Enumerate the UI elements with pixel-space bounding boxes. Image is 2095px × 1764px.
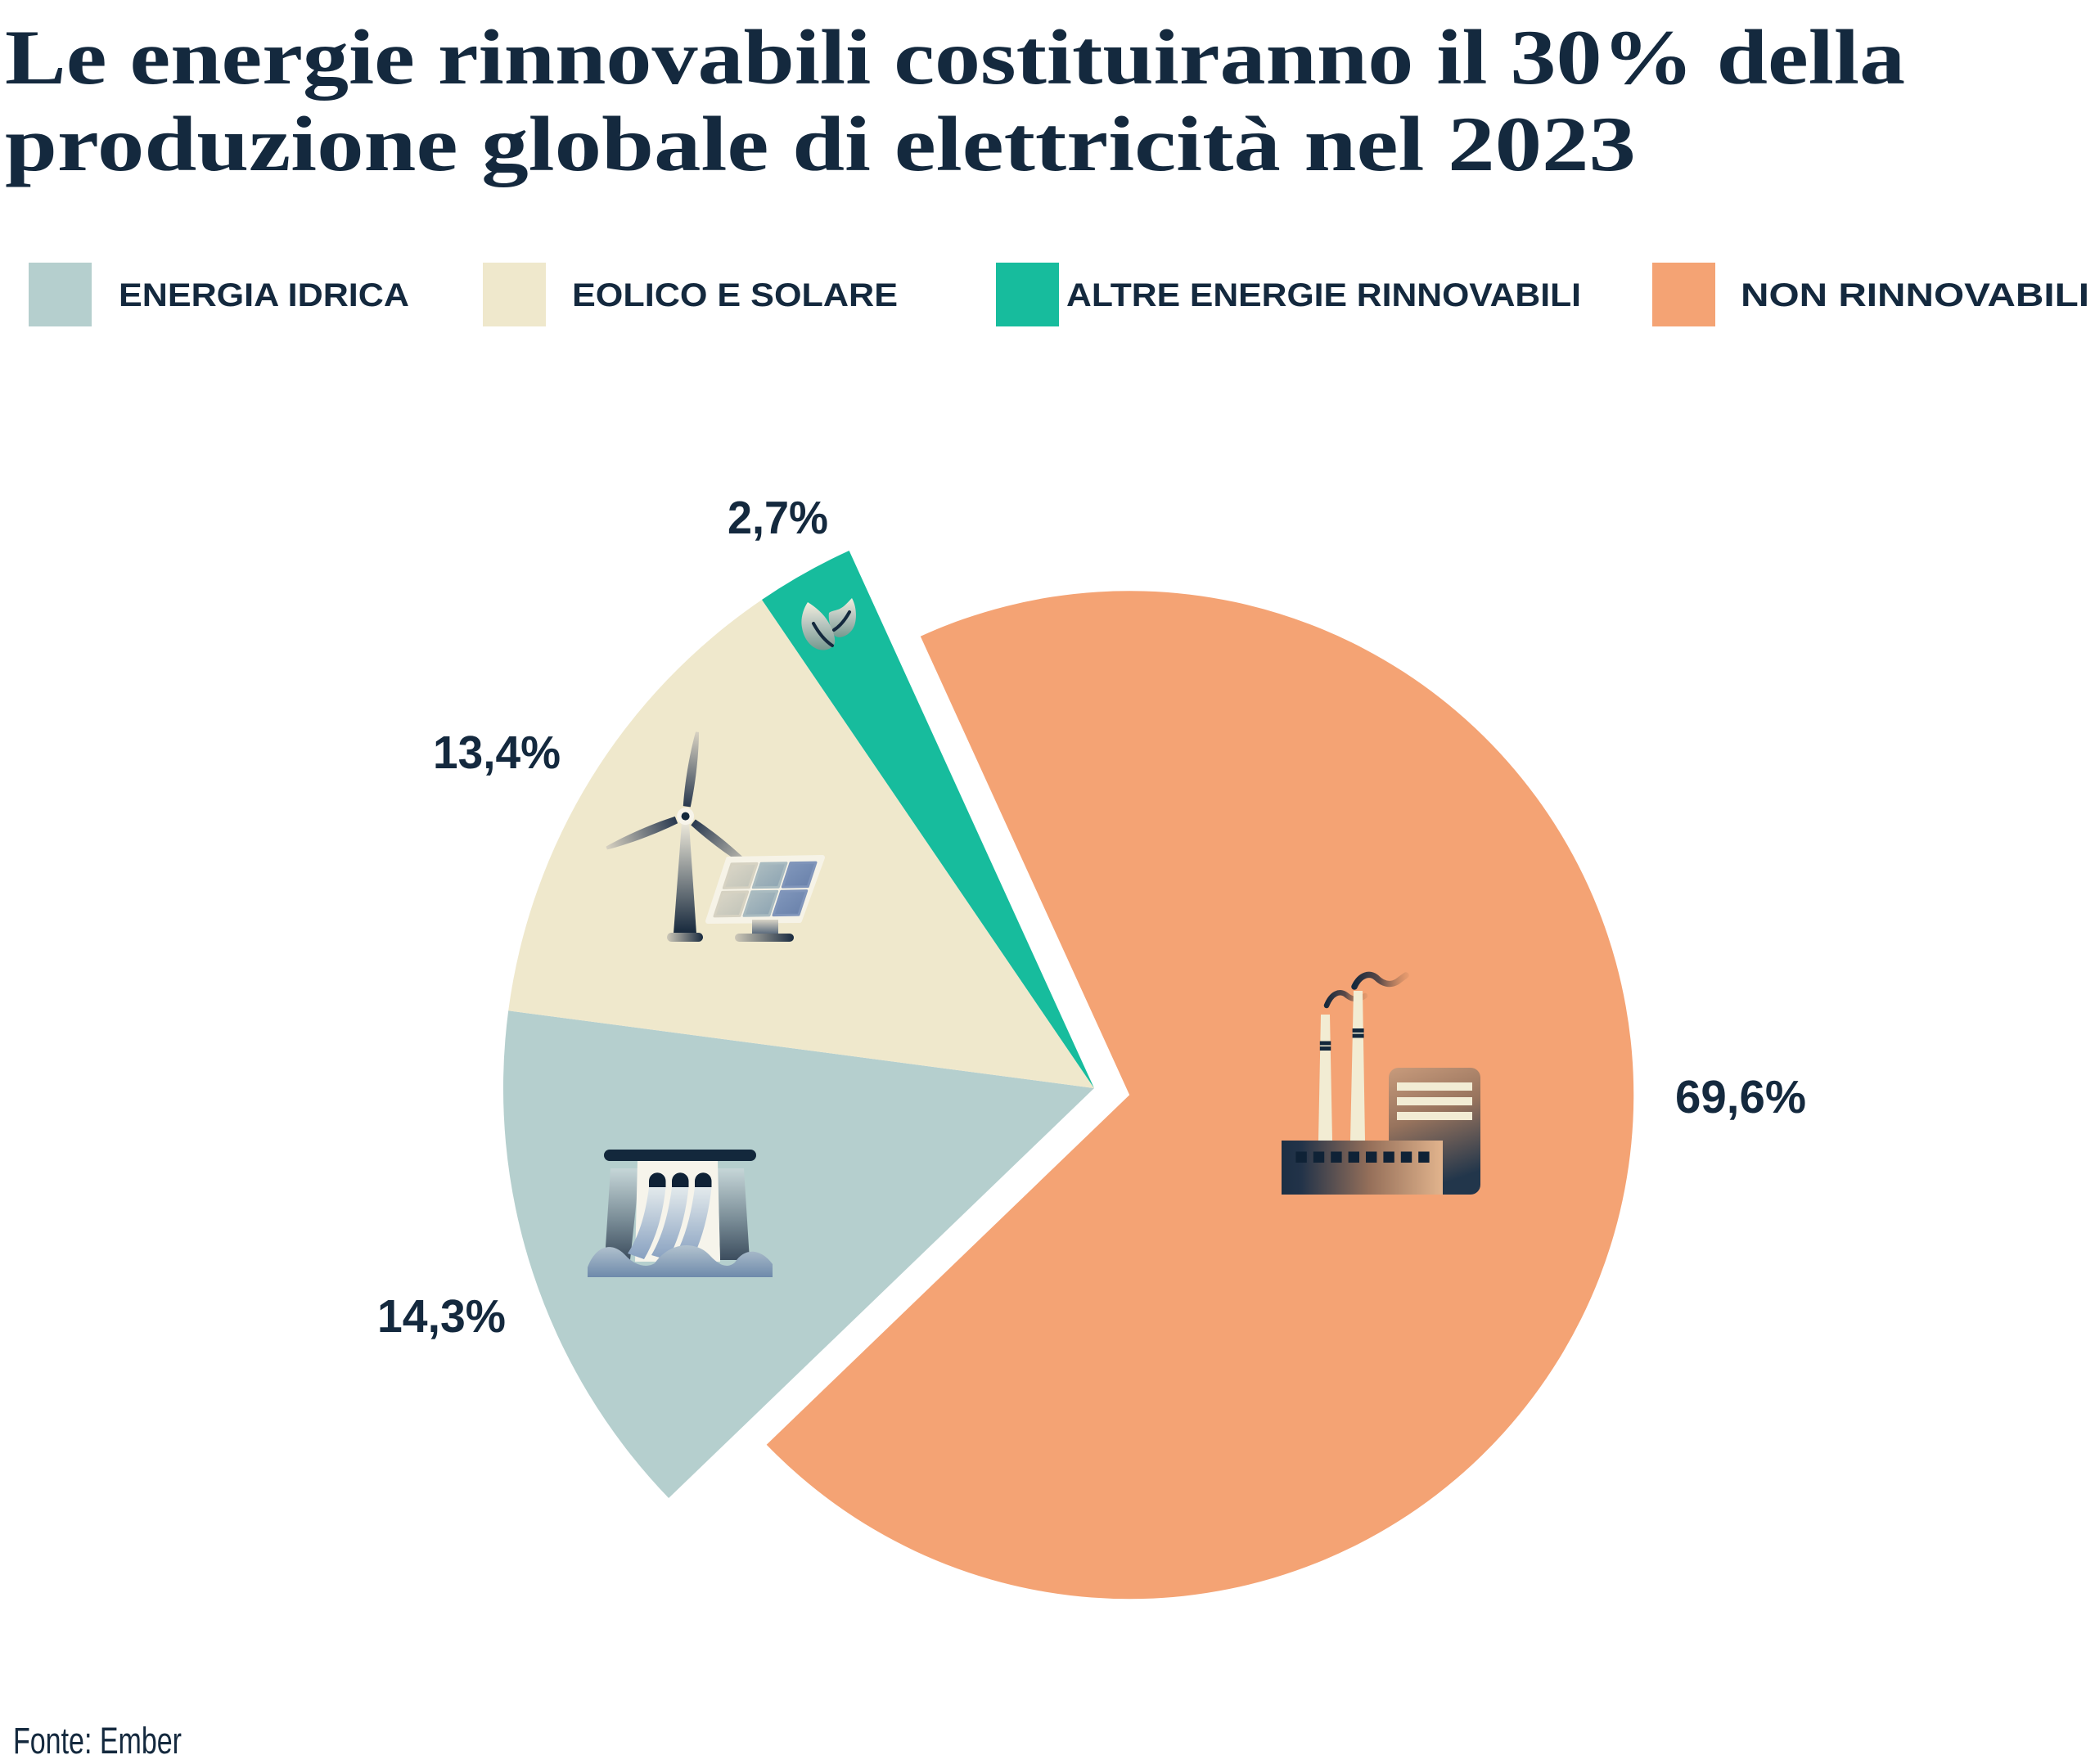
svg-text:Fonte: Ember: Fonte: Ember <box>13 1720 182 1762</box>
svg-text:EOLICO E SOLARE: EOLICO E SOLARE <box>572 277 898 313</box>
svg-text:ENERGIA IDRICA: ENERGIA IDRICA <box>119 277 409 313</box>
svg-text:2,7%: 2,7% <box>728 492 828 544</box>
svg-text:produzione globale di elettric: produzione globale di elettricità nel 20… <box>5 101 1636 187</box>
svg-text:14,3%: 14,3% <box>377 1290 506 1343</box>
svg-text:NON RINNOVABILI: NON RINNOVABILI <box>1741 277 2089 313</box>
svg-text:13,4%: 13,4% <box>433 727 561 779</box>
svg-text:ALTRE ENERGIE RINNOVABILI: ALTRE ENERGIE RINNOVABILI <box>1066 277 1581 313</box>
svg-text:Le energie rinnovabili costitu: Le energie rinnovabili costituiranno il … <box>5 14 1905 101</box>
svg-text:69,6%: 69,6% <box>1675 1071 1806 1123</box>
